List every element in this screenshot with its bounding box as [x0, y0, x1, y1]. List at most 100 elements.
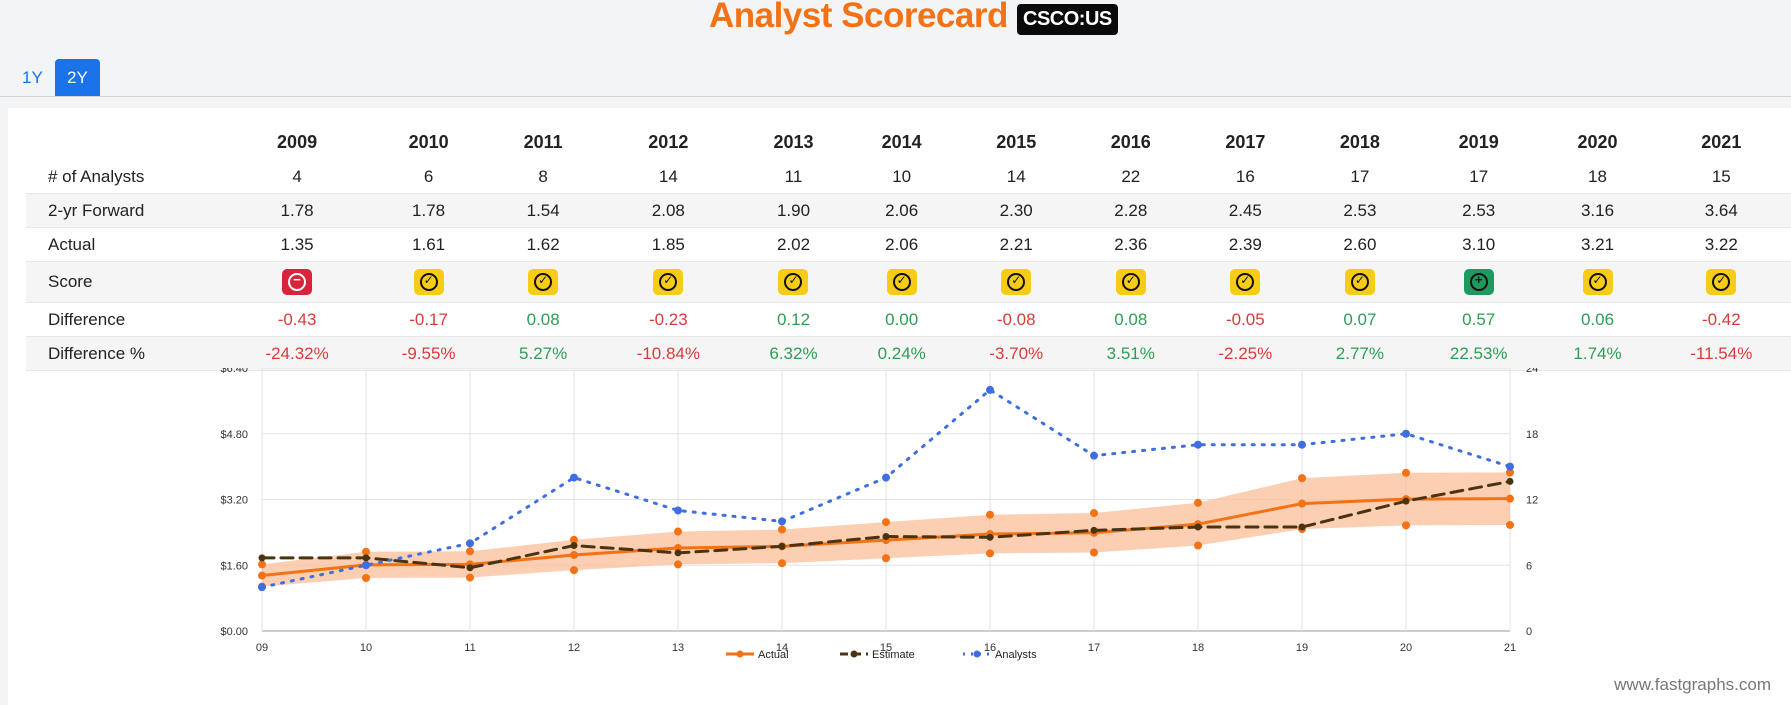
series-point-analysts: [1090, 451, 1098, 460]
badge-ring: [1469, 273, 1488, 291]
table-cell: 1.90: [739, 193, 848, 228]
tab-1y[interactable]: 1Y: [22, 68, 43, 87]
series-point-estimate: [570, 542, 578, 550]
series-point-analysts: [986, 385, 994, 394]
plus-circle-icon: +: [1463, 269, 1494, 295]
band-lower-point: [362, 573, 370, 582]
year-header: 2017: [1225, 131, 1266, 152]
score-cell: ✓: [1305, 261, 1414, 303]
badge-mark: ✓: [896, 273, 907, 287]
series-point-analysts: [882, 473, 890, 482]
table-cell: 22.53%: [1413, 336, 1544, 371]
scorecard-table: 2009 2010 2011 2012 2013 2014 2015 2016 2017 2018…: [26, 124, 1791, 371]
band-lower-point: [1194, 541, 1202, 550]
y-right-tick-label: 18: [1526, 429, 1538, 441]
x-tick-label: 13: [672, 642, 684, 654]
score-cell: ✓: [1076, 261, 1185, 303]
table-cell: 18: [1588, 166, 1607, 186]
table-cell: 1.62: [526, 234, 560, 254]
table-cell: 15: [1711, 166, 1731, 186]
year-header: 2009: [277, 131, 318, 152]
check-circle-icon: ✓: [413, 269, 444, 295]
table-cell: 2.08: [597, 193, 740, 228]
table-cell: 6.32%: [739, 336, 848, 371]
series-point-estimate: [1506, 477, 1514, 485]
table-cell: 0.24%: [847, 336, 956, 371]
row-label: 2-yr Forward: [26, 193, 226, 228]
badge-ring: [784, 273, 803, 291]
table-cell: 2.06: [847, 193, 956, 228]
series-point-analysts: [778, 517, 786, 526]
y-left-tick-label: $6.40: [220, 368, 248, 375]
y-right-tick-label: 24: [1526, 368, 1538, 375]
legend-label-estimate: Estimate: [872, 649, 915, 661]
x-tick-label: 09: [256, 642, 268, 654]
band-upper-point: [1090, 509, 1098, 518]
table-cell: 16: [1235, 166, 1255, 186]
series-point-analysts: [570, 473, 578, 482]
score-row: Score − ✓ ✓ ✓ ✓ ✓ ✓ ✓ ✓ ✓ + ✓ ✓: [26, 261, 1791, 303]
year-header: 2019: [1458, 131, 1499, 152]
table-cell: 1.61: [412, 234, 446, 254]
table-cell: 2.06: [885, 234, 919, 254]
check-circle-icon: ✓: [778, 269, 809, 295]
badge-mark: −: [293, 272, 301, 287]
table-cell: 2.36: [1114, 234, 1148, 254]
row-label: Difference: [48, 309, 126, 329]
score-cell: ✓: [1651, 261, 1791, 303]
difference-row: Difference -0.43 -0.17 0.08 -0.23 0.12 0.00 -0.…: [26, 303, 1791, 337]
table-cell: 2.77%: [1305, 336, 1414, 371]
year-header: 2021: [1701, 131, 1742, 152]
badge-mark: +: [1474, 272, 1483, 287]
x-tick-label: 21: [1504, 642, 1516, 654]
x-tick-label: 15: [880, 642, 892, 654]
legend-marker-analysts: [973, 650, 981, 658]
badge-ring: [1007, 273, 1026, 291]
table-cell: -0.17: [409, 309, 448, 329]
series-point-actual: [570, 550, 578, 559]
x-tick-label: 18: [1192, 642, 1204, 654]
badge-mark: ✓: [538, 273, 549, 287]
row-label: # of Analysts: [48, 166, 145, 186]
band-lower-point: [1402, 521, 1410, 530]
year-header: 2015: [996, 131, 1037, 152]
score-cell: ✓: [368, 261, 490, 303]
series-point-estimate: [1194, 523, 1202, 531]
table-cell: 2.53: [1413, 193, 1544, 228]
band-upper-point: [466, 547, 474, 556]
series-point-analysts: [674, 506, 682, 515]
table-cell: 6: [423, 166, 434, 186]
band-lower-point: [674, 560, 682, 569]
badge-mark: ✓: [423, 273, 434, 287]
table-cell: 0.57: [1462, 309, 1496, 329]
table-cell: 14: [1006, 166, 1026, 186]
legend-label-analysts: Analysts: [995, 649, 1037, 661]
table-cell: -11.54%: [1651, 336, 1791, 371]
badge-ring: [1588, 273, 1607, 291]
badge-ring: [1236, 273, 1255, 291]
series-point-actual: [258, 571, 266, 580]
score-cell: −: [226, 261, 369, 303]
series-point-analysts: [258, 583, 266, 592]
series-point-actual: [1298, 499, 1306, 508]
table-cell: 8: [538, 166, 548, 186]
table-cell: -0.05: [1225, 309, 1265, 329]
series-point-actual: [674, 543, 682, 552]
table-cell: 3.51%: [1076, 336, 1185, 371]
badge-ring: [892, 273, 911, 291]
row-label: Score: [26, 261, 226, 303]
series-point-estimate: [882, 532, 890, 540]
series-point-estimate: [674, 549, 682, 557]
year-header: 2016: [1110, 131, 1151, 152]
check-circle-icon: ✓: [528, 269, 559, 295]
score-cell: ✓: [1184, 261, 1306, 303]
check-circle-icon: ✓: [1230, 269, 1261, 295]
header: Analyst Scorecard CSCO:US: [0, 0, 1791, 44]
tab-2y[interactable]: 2Y: [55, 59, 100, 96]
series-point-analysts: [1298, 440, 1306, 449]
table-cell: 2.21: [999, 234, 1033, 254]
table-cell: 2.30: [955, 193, 1077, 228]
badge-mark: ✓: [1354, 273, 1365, 287]
table-cell: 1.54: [489, 193, 598, 228]
table-cell: 0.06: [1580, 309, 1615, 329]
